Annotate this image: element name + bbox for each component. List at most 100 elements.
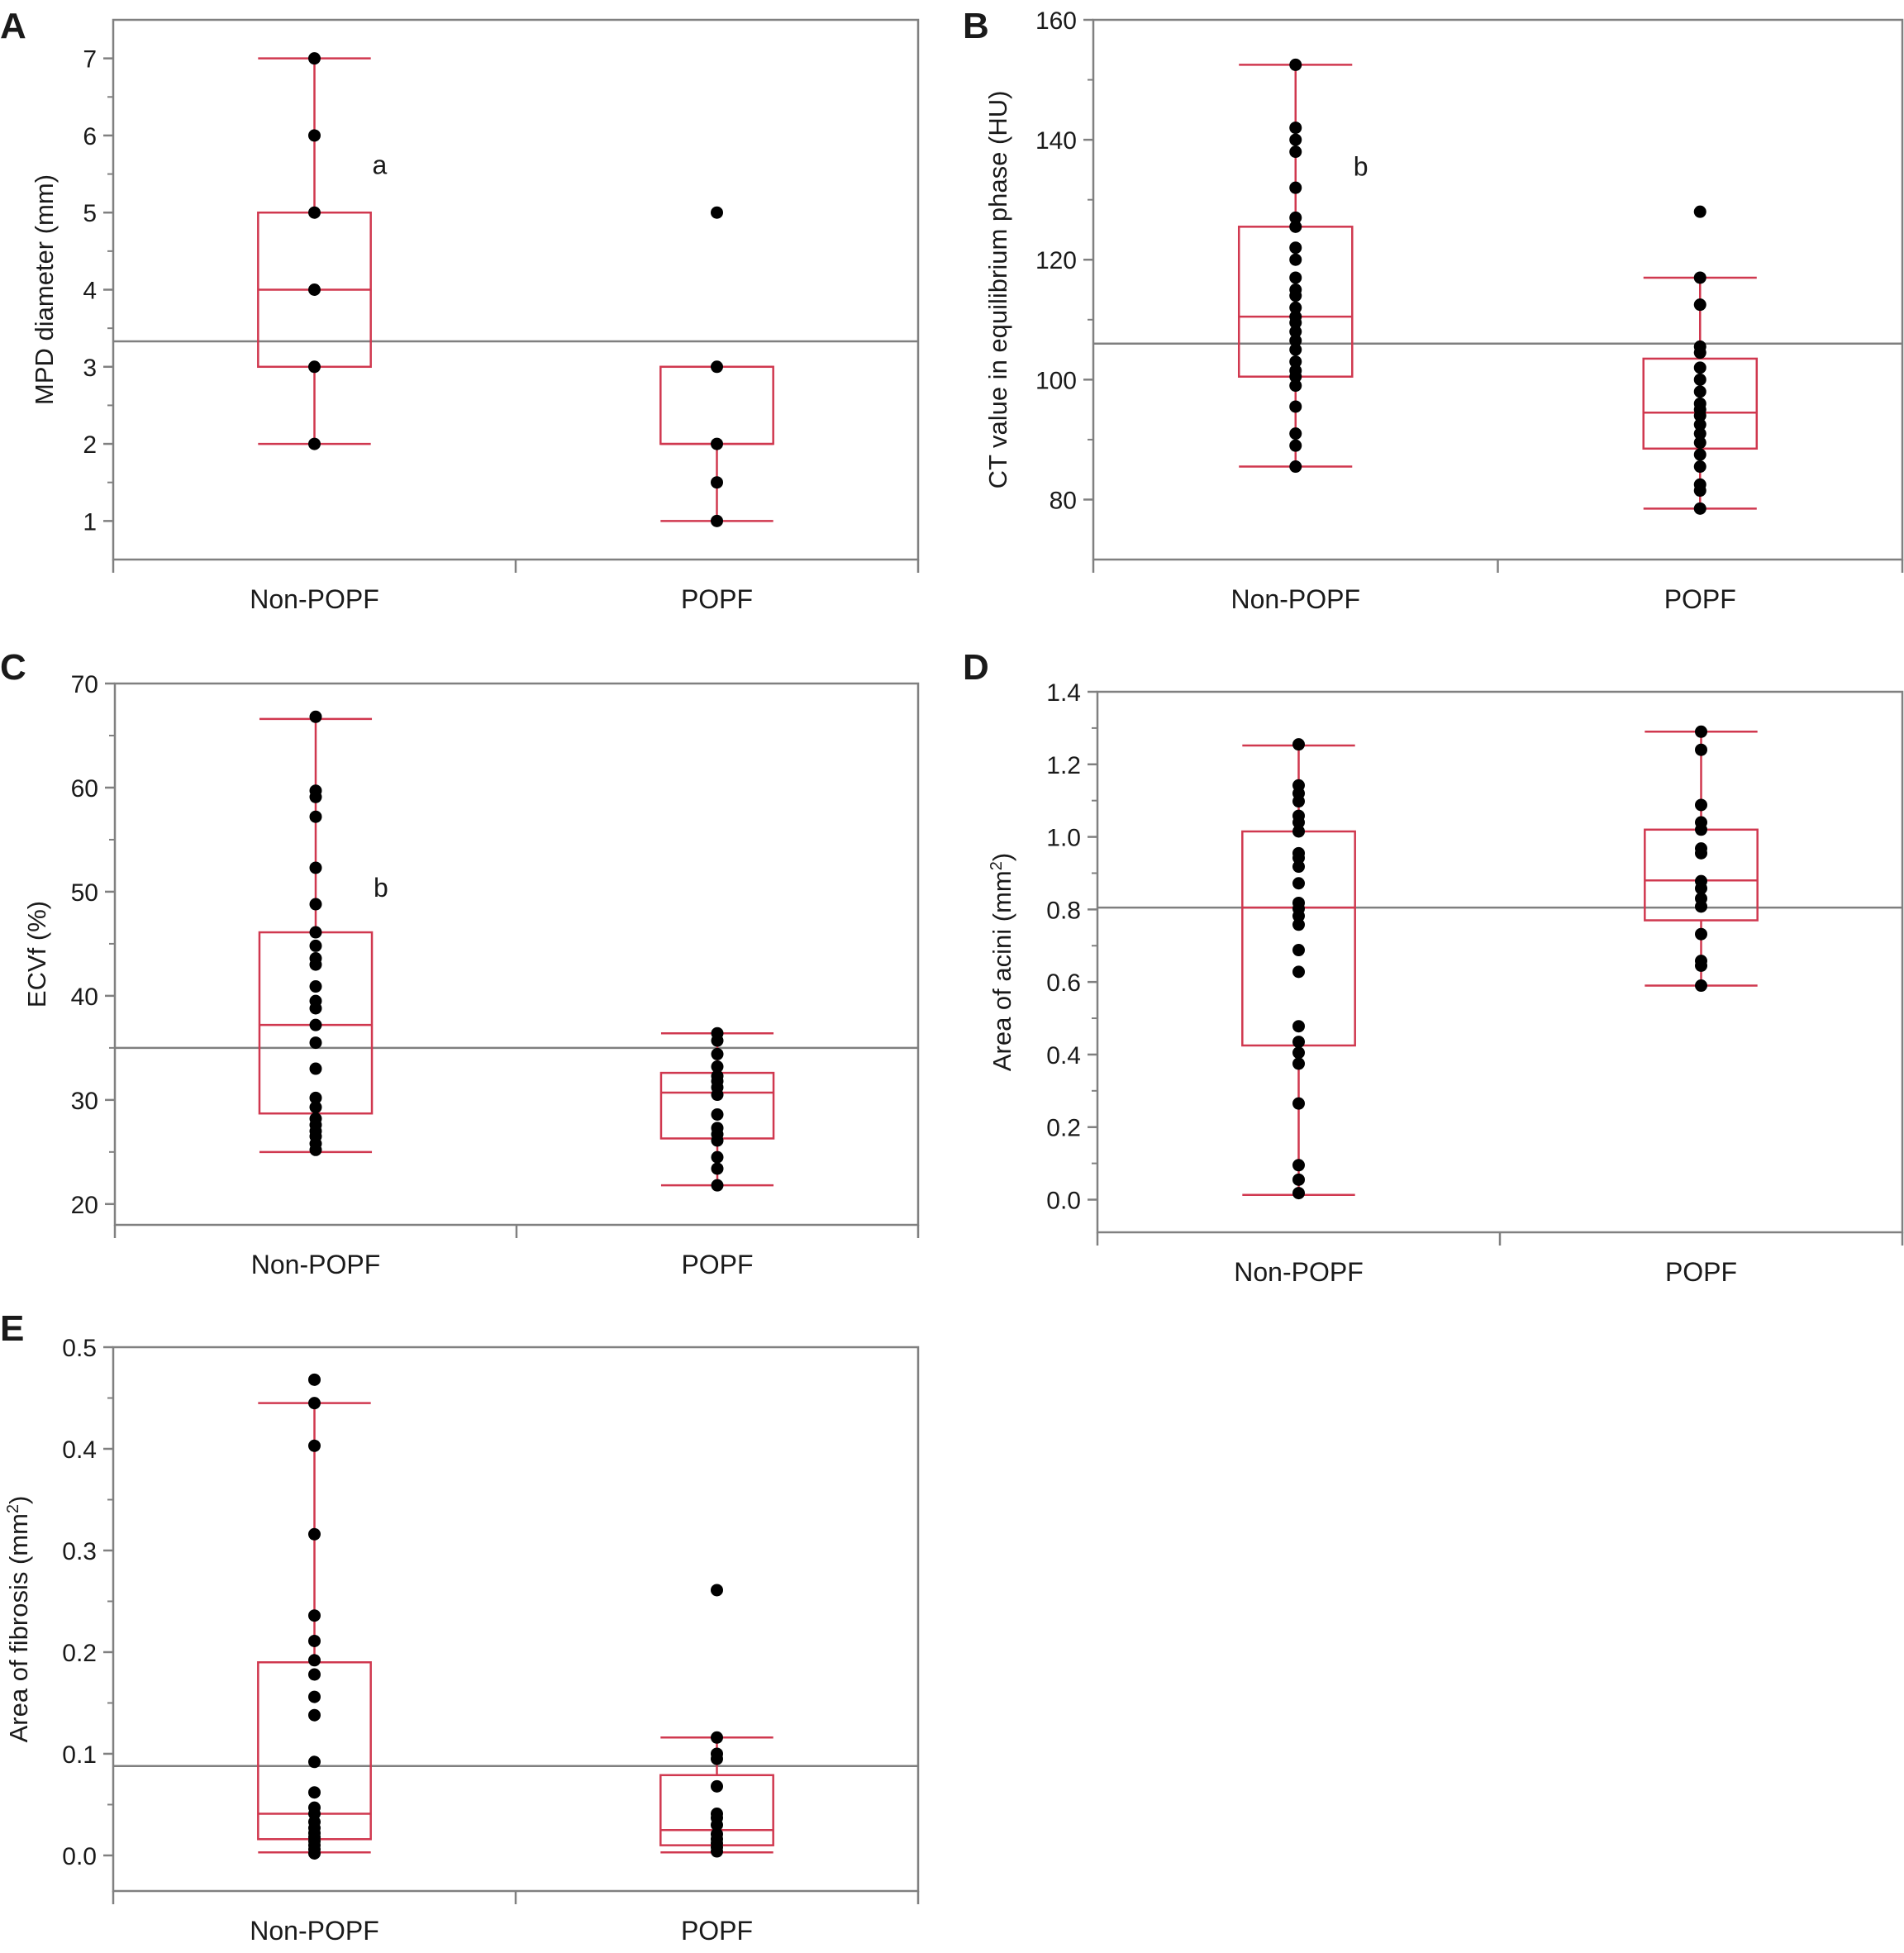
data-point: [1292, 944, 1305, 957]
y-tick-label: 1.0: [1046, 825, 1081, 852]
data-point: [1289, 325, 1302, 338]
data-point: [711, 1107, 724, 1121]
data-point: [1695, 743, 1707, 756]
data-point: [1693, 205, 1706, 218]
significance-annotation: b: [1354, 152, 1368, 182]
data-point: [308, 1708, 321, 1722]
y-tick-label: 70: [71, 671, 98, 698]
y-tick-label: 0.5: [62, 1335, 97, 1362]
y-tick-label: 6: [83, 123, 97, 150]
data-point: [1693, 460, 1706, 474]
data-point: [309, 1062, 322, 1075]
data-point: [1693, 478, 1706, 491]
data-point: [1289, 253, 1302, 266]
data-point: [711, 1060, 724, 1074]
data-point: [309, 810, 322, 823]
data-point: [1292, 1057, 1305, 1070]
data-point: [1695, 798, 1707, 812]
data-point: [1695, 955, 1707, 968]
y-tick-label: 0.3: [62, 1538, 97, 1565]
significance-annotation: b: [374, 873, 388, 903]
data-point: [308, 1609, 321, 1622]
data-point: [309, 952, 322, 965]
y-tick-label: 7: [83, 46, 97, 74]
y-tick-label: 3: [83, 355, 97, 382]
panel-d: 0.0 0.2 0.4 0.6 0.8 1.0 1.2 1.4 Non-POPF POPF Area…: [963, 647, 1904, 1287]
panel-letter: A: [0, 6, 26, 46]
data-point: [1289, 133, 1302, 146]
data-point: [1695, 842, 1707, 855]
y-tick-label: 1: [83, 508, 97, 536]
data-point: [1693, 385, 1706, 398]
y-tick-label: 100: [1035, 367, 1077, 394]
x-category-label: POPF: [681, 1250, 753, 1279]
box-popf: [1642, 205, 1759, 515]
data-point: [1292, 1159, 1305, 1172]
data-point: [1693, 418, 1706, 431]
data-point: [1292, 965, 1305, 979]
data-point: [308, 360, 321, 374]
y-tick-label: 0.6: [1046, 969, 1081, 997]
box-non-popf: [257, 52, 372, 450]
y-axis-title: MPD diameter (mm): [30, 174, 59, 405]
y-axis-title: ECVf (%): [22, 901, 51, 1007]
data-point: [1292, 877, 1305, 890]
panel-c: 20 30 40 50 60 70 Non-POPF POPF ECVf (%) Cb: [0, 647, 920, 1279]
data-point: [1693, 502, 1706, 515]
y-axis-title: Area of fibrosis (mm2): [4, 1496, 33, 1743]
data-point: [308, 1755, 321, 1769]
data-point: [1289, 364, 1302, 377]
data-point: [308, 1786, 321, 1799]
data-point: [1289, 220, 1302, 233]
data-point: [1292, 809, 1305, 822]
data-point: [1292, 1187, 1305, 1200]
data-point: [309, 1036, 322, 1050]
data-point: [1289, 355, 1302, 369]
data-point: [308, 52, 321, 65]
data-point: [711, 1584, 723, 1597]
data-point: [1289, 145, 1302, 159]
data-point: [308, 206, 321, 219]
data-point: [308, 1373, 321, 1386]
data-point: [711, 1047, 724, 1060]
data-point: [308, 1690, 321, 1703]
y-tick-label: 0.2: [62, 1640, 97, 1667]
iqr-box: [659, 365, 774, 445]
data-point: [309, 710, 322, 723]
data-point: [309, 784, 322, 798]
x-category-label: POPF: [1664, 584, 1736, 614]
data-point: [1693, 271, 1706, 284]
data-point: [309, 939, 322, 952]
panel-b: 80 100 120 140 160 Non-POPF POPF CT value in eq…: [963, 6, 1904, 614]
data-point: [1693, 373, 1706, 386]
y-tick-label: 0.1: [62, 1741, 97, 1769]
data-point: [711, 437, 723, 450]
data-point: [711, 1808, 723, 1821]
data-point: [1289, 334, 1302, 347]
data-point: [308, 1397, 321, 1410]
data-point: [1289, 379, 1302, 393]
data-point: [1693, 397, 1706, 410]
data-point: [1292, 860, 1305, 874]
data-point: [1289, 211, 1302, 224]
data-point: [711, 1731, 723, 1744]
y-tick-label: 0.2: [1046, 1115, 1081, 1142]
data-point: [711, 476, 723, 489]
data-point: [309, 1101, 322, 1114]
data-point: [711, 1027, 724, 1040]
data-point: [308, 1634, 321, 1647]
data-point: [308, 1527, 321, 1541]
data-point: [1693, 427, 1706, 441]
data-point: [711, 1747, 723, 1760]
data-point: [1289, 181, 1302, 194]
plot-frame: [112, 18, 920, 561]
data-point: [1695, 979, 1707, 993]
box-popf: [659, 206, 774, 527]
data-point: [1695, 892, 1707, 905]
data-point: [308, 1654, 321, 1667]
data-point: [1289, 400, 1302, 413]
y-tick-label: 80: [1050, 487, 1077, 514]
data-point: [309, 861, 322, 874]
data-point: [711, 1150, 724, 1164]
